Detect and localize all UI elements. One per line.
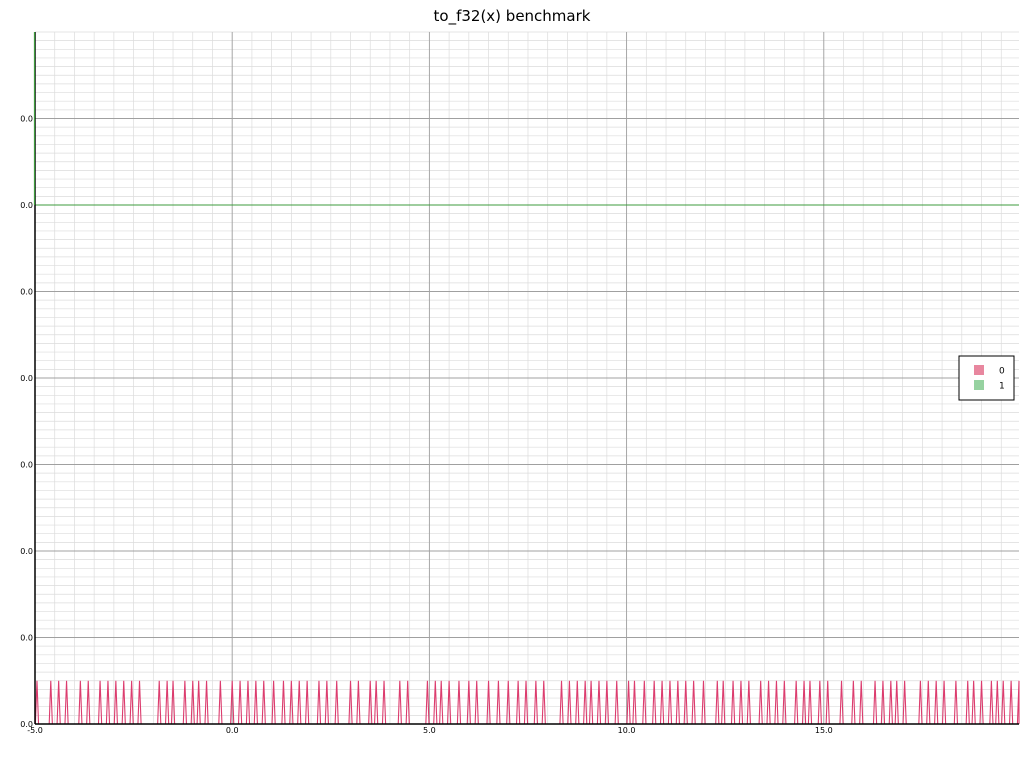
y-tick-label: 0.0 xyxy=(20,201,33,210)
y-tick-label: 0.0 xyxy=(20,115,33,124)
y-tick-label: 0.0 xyxy=(20,547,33,556)
chart-title: to_f32(x) benchmark xyxy=(433,7,591,25)
legend-label-0: 0 xyxy=(999,367,1005,377)
y-tick-label: 0.0 xyxy=(20,288,33,297)
legend: 01 xyxy=(958,355,1015,401)
legend-swatch-0 xyxy=(974,365,984,375)
legend-swatch-1 xyxy=(974,380,984,390)
axes xyxy=(33,32,1019,725)
legend-label-1: 1 xyxy=(999,382,1005,392)
legend-box xyxy=(958,355,1015,401)
x-tick-label: 5.0 xyxy=(423,726,436,735)
y-tick-label: 0.0 xyxy=(20,461,33,470)
x-tick-label: 0.0 xyxy=(226,726,239,735)
y-tick-label: 0.0 xyxy=(20,720,33,729)
tick-labels: 0.00.00.00.00.00.00.00.0-5.0 0.0 5.0 10.0 15… xyxy=(20,115,832,736)
x-tick-label: -5.0 xyxy=(27,726,43,735)
x-tick-label: 15.0 xyxy=(815,726,833,735)
y-tick-label: 0.0 xyxy=(20,634,33,643)
x-tick-label: 10.0 xyxy=(618,726,636,735)
y-tick-label: 0.0 xyxy=(20,374,33,383)
series-0-line xyxy=(34,680,1020,725)
